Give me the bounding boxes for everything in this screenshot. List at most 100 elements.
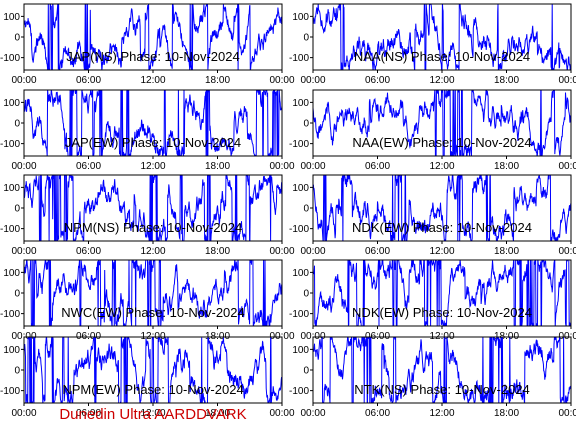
x-tick-label: 18:00 <box>205 408 230 419</box>
y-tick-label: 100 <box>3 268 20 279</box>
x-tick-label: 06:00 <box>76 408 101 419</box>
x-tick-label: 18:00 <box>205 161 230 172</box>
y-tick-label: -100 <box>289 386 309 397</box>
x-tick-label: 00:00 <box>11 75 36 86</box>
x-tick-label: 18:00 <box>494 161 519 172</box>
y-tick-label: 0 <box>14 366 20 377</box>
x-tick-label: 06:00 <box>365 246 390 257</box>
x-tick-label: 12:00 <box>140 161 165 172</box>
panel-title: NPM(NS) Phase: 10-Nov-2024 <box>64 220 242 235</box>
y-tick-label: 100 <box>292 183 309 194</box>
x-tick-label: 06:00 <box>76 161 101 172</box>
y-tick-label: -100 <box>289 53 309 64</box>
x-tick-label: 18:00 <box>494 246 519 257</box>
y-tick-label: 100 <box>292 98 309 109</box>
x-tick-label: 00:00 <box>269 75 294 86</box>
x-tick-label: 12:00 <box>429 161 454 172</box>
x-tick-label: 12:00 <box>429 408 454 419</box>
x-tick-label: 00:00 <box>558 161 576 172</box>
y-tick-label: 100 <box>292 12 309 23</box>
series-line <box>313 260 571 326</box>
y-tick-label: -100 <box>289 309 309 320</box>
series-line <box>24 4 282 70</box>
panel: 100 0 -100 00:00 06:00 12:00 18:00 00:00 NDK(EW)… <box>289 174 576 257</box>
panel-title: NPM(EW) Phase: 10-Nov-2024 <box>62 382 243 397</box>
y-tick-label: 100 <box>292 345 309 356</box>
y-tick-label: 0 <box>303 33 309 44</box>
y-tick-label: 0 <box>14 119 20 130</box>
series-line <box>24 337 282 403</box>
x-tick-label: 06:00 <box>76 75 101 86</box>
x-tick-label: 00:00 <box>11 161 36 172</box>
x-tick-label: 00:00 <box>269 246 294 257</box>
x-tick-label: 00:00 <box>300 75 325 86</box>
x-tick-label: 00:00 <box>269 408 294 419</box>
y-tick-label: 0 <box>303 204 309 215</box>
y-tick-label: -100 <box>0 224 20 235</box>
x-tick-label: 00:00 <box>300 246 325 257</box>
series-line <box>313 4 571 70</box>
panel-title: JAP(EW) Phase: 10-Nov-2024 <box>65 135 241 150</box>
x-tick-label: 12:00 <box>140 75 165 86</box>
x-tick-label: 00:00 <box>300 408 325 419</box>
panel-title: NWC(EW) Phase: 10-Nov-2024 <box>61 305 245 320</box>
footer-label: Dunedin Ultra AARDDVARK <box>59 406 246 423</box>
x-tick-label: 06:00 <box>76 246 101 257</box>
x-tick-label: 00:00 <box>558 408 576 419</box>
y-tick-label: 100 <box>3 98 20 109</box>
panel-title: NDK(EW) Phase: 10-Nov-2024 <box>352 220 532 235</box>
y-tick-label: -100 <box>0 386 20 397</box>
x-tick-label: 00:00 <box>11 246 36 257</box>
series-line <box>313 90 571 156</box>
x-tick-label: 18:00 <box>494 408 519 419</box>
y-tick-label: -100 <box>289 139 309 150</box>
series-line <box>24 90 282 156</box>
y-tick-label: 0 <box>14 204 20 215</box>
x-tick-label: 06:00 <box>365 75 390 86</box>
x-tick-label: 12:00 <box>140 408 165 419</box>
x-tick-label: 00:00 <box>300 161 325 172</box>
y-tick-label: 0 <box>303 366 309 377</box>
y-tick-label: -100 <box>289 224 309 235</box>
panel: 100 0 -100 00:00 06:00 12:00 18:00 00:00 NPM(EW)… <box>0 336 295 419</box>
x-tick-label: 12:00 <box>429 246 454 257</box>
series-line <box>24 260 282 326</box>
y-tick-label: -100 <box>0 309 20 320</box>
y-tick-label: 0 <box>303 119 309 130</box>
y-tick-label: -100 <box>0 139 20 150</box>
y-tick-label: -100 <box>0 53 20 64</box>
x-tick-label: 12:00 <box>429 75 454 86</box>
y-tick-label: 0 <box>14 33 20 44</box>
y-tick-label: 100 <box>292 268 309 279</box>
series-line <box>313 175 571 241</box>
x-tick-label: 00:00 <box>11 408 36 419</box>
panel: 100 0 -100 00:00 06:00 12:00 18:00 00:00 JAP(NS)… <box>0 3 295 86</box>
y-tick-label: 0 <box>14 289 20 300</box>
panel-title: NTK(NS) Phase: 10-Nov-2024 <box>354 382 530 397</box>
y-tick-label: 100 <box>3 345 20 356</box>
panel-title: NAA(EW) Phase: 10-Nov-2024 <box>352 135 531 150</box>
panel-title: NDK(EW) Phase: 10-Nov-2024 <box>352 305 532 320</box>
x-tick-label: 00:00 <box>269 161 294 172</box>
panel: 100 0 -100 00:00 06:00 12:00 18:00 00:00 NAA(NS)… <box>289 3 576 86</box>
x-tick-label: 18:00 <box>494 75 519 86</box>
x-tick-label: 18:00 <box>205 246 230 257</box>
x-tick-label: 00:00 <box>558 246 576 257</box>
panel: 100 0 -100 00:00 06:00 12:00 18:00 00:00 NAA(EW)… <box>289 89 576 172</box>
x-tick-label: 00:00 <box>558 75 576 86</box>
x-tick-label: 06:00 <box>365 408 390 419</box>
panel-title: JAP(NS) Phase: 10-Nov-2024 <box>66 49 239 64</box>
panel: 100 0 -100 00:00 06:00 12:00 18:00 00:00 NPM(NS)… <box>0 174 295 257</box>
y-tick-label: 0 <box>303 289 309 300</box>
x-tick-label: 18:00 <box>205 75 230 86</box>
panel: 100 0 -100 00:00 06:00 12:00 18:00 00:00 NTK(NS)… <box>289 336 576 419</box>
series-line <box>24 175 282 241</box>
y-tick-label: 100 <box>3 183 20 194</box>
panel-title: NAA(NS) Phase: 10-Nov-2024 <box>354 49 530 64</box>
y-tick-label: 100 <box>3 12 20 23</box>
panel: 1000-10000:0006:0012:0018:0000:00NDK(EW)… <box>289 259 576 342</box>
panel: 100 0 -100 00:00 06:00 12:00 18:00 00:00 JAP(EW)… <box>0 89 295 172</box>
x-tick-label: 12:00 <box>140 246 165 257</box>
